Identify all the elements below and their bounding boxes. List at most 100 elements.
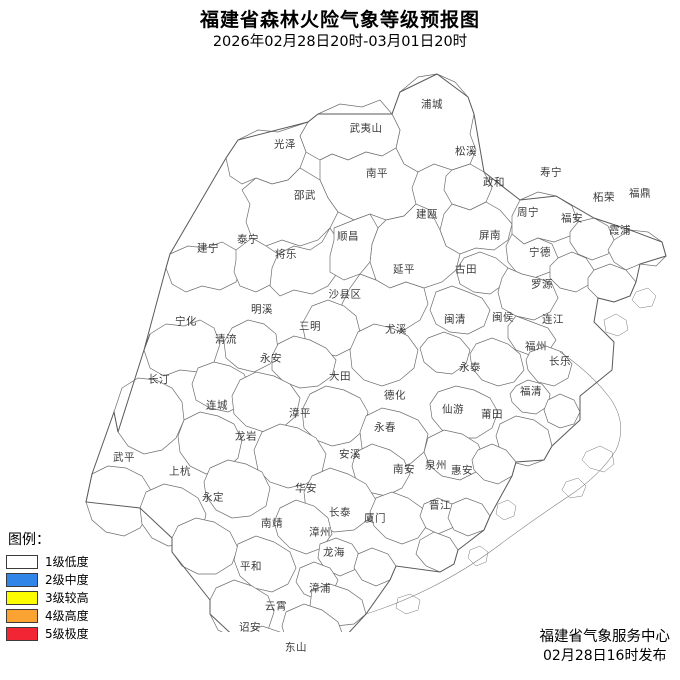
county-label: 明溪	[251, 303, 273, 316]
county-fuzhou[interactable]	[509, 379, 551, 415]
county-label: 连江	[542, 313, 564, 326]
county-lianjiang[interactable]	[525, 345, 573, 387]
county-label: 南安	[393, 463, 415, 476]
fujian-map: 浦城 武夷山 松溪 光泽 南平 政和 寿宁 柘荣 福鼎 邵武 建瓯 周宁 福安 霞浦 建宁 泰宁 将乐 顺昌 屏南宁…	[0, 52, 680, 653]
legend-label-level-3: 3级较高	[45, 590, 89, 605]
county-label: 连城	[206, 399, 228, 412]
county-sanming[interactable]	[271, 335, 337, 389]
province-outline	[85, 73, 667, 632]
county-label: 晋江	[429, 499, 451, 512]
page-title: 福建省森林火险气象等级预报图	[199, 9, 480, 31]
county-label: 惠安	[451, 464, 473, 477]
county-pingnan[interactable]	[455, 251, 509, 295]
county-fuan[interactable]	[549, 251, 595, 293]
county-label: 罗源	[531, 278, 553, 291]
county-longyan[interactable]	[203, 459, 271, 519]
map-header: 福建省森林火险气象等级预报图 2026年02月28日20时-03月01日20时	[0, 8, 680, 52]
county-label: 尤溪	[385, 323, 407, 336]
legend-item-level-2: 2级中度	[6, 571, 136, 588]
legend-label-level-5: 5级极度	[45, 626, 89, 641]
legend-item-level-4: 4级高度	[6, 607, 136, 624]
county-label: 柘荣	[593, 191, 615, 204]
county-yongding[interactable]	[171, 517, 239, 575]
county-mingxi[interactable]	[223, 319, 279, 373]
county-yongchun[interactable]	[351, 443, 411, 497]
release-time: 02月28日16时发布	[543, 648, 667, 664]
county-label: 平和	[240, 560, 262, 573]
county-label: 长泰	[329, 506, 351, 519]
county-wuping[interactable]	[85, 465, 153, 537]
legend-item-level-1: 1级低度	[6, 553, 136, 570]
coastline-detail	[365, 351, 622, 615]
county-jianning[interactable]	[165, 241, 243, 293]
county-nanan[interactable]	[369, 491, 429, 545]
county-changle[interactable]	[543, 393, 581, 429]
county-jinjiang[interactable]	[415, 531, 459, 573]
county-changting[interactable]	[113, 377, 185, 455]
county-ningde[interactable]	[497, 267, 559, 321]
county-label: 沙县区	[328, 288, 362, 301]
county-shaowu[interactable]	[241, 167, 339, 247]
county-label: 东山	[285, 641, 307, 654]
county-label: 三明	[299, 320, 321, 333]
county-label: 霞浦	[609, 224, 631, 237]
county-label: 宁化	[175, 315, 197, 328]
forecast-period-subtitle: 2026年02月28日20时-03月01日20时	[212, 34, 468, 50]
county-minqing[interactable]	[419, 331, 471, 375]
county-zhenghe[interactable]	[439, 201, 513, 255]
islet-group-f	[395, 593, 421, 615]
county-label: 政和	[483, 176, 505, 189]
county-label: 福州	[525, 340, 547, 353]
county-nanjing[interactable]	[233, 535, 297, 593]
county-gutian[interactable]	[429, 285, 491, 335]
county-label: 泰宁	[237, 233, 259, 246]
legend-swatch-level-1	[6, 554, 38, 569]
county-label: 闽侯	[492, 311, 514, 324]
legend-swatch-level-4	[6, 608, 38, 623]
islet-group-b	[631, 287, 657, 309]
county-label: 永安	[260, 352, 282, 365]
county-label: 南平	[366, 167, 388, 180]
county-zherong[interactable]	[569, 217, 615, 261]
county-label: 厦门	[364, 512, 386, 525]
county-shunchang[interactable]	[329, 213, 379, 281]
county-quanzhou[interactable]	[419, 497, 459, 535]
legend-label-level-2: 2级中度	[45, 572, 89, 587]
county-label: 诏安	[239, 621, 261, 634]
legend-swatch-level-2	[6, 572, 38, 587]
legend-label-level-4: 4级高度	[45, 608, 89, 623]
county-label: 浦城	[421, 98, 443, 111]
county-zhangpu[interactable]	[281, 603, 344, 632]
county-changtai[interactable]	[317, 537, 361, 577]
county-label: 长汀	[148, 373, 170, 386]
county-label: 武夷山	[349, 122, 383, 135]
county-label: 华安	[295, 482, 317, 495]
county-yongtai[interactable]	[429, 385, 499, 439]
county-label: 闽清	[444, 313, 466, 326]
county-label: 顺昌	[337, 230, 359, 243]
county-label: 福安	[561, 212, 583, 225]
islet-group-c	[561, 477, 587, 499]
legend-rows: 1级低度 2级中度 3级较高 4级高度 5级极度	[6, 553, 136, 642]
county-label: 泉州	[425, 459, 447, 472]
legend-swatch-level-3	[6, 590, 38, 605]
county-yunxiao[interactable]	[240, 625, 294, 632]
county-label: 云霄	[265, 600, 287, 613]
county-label: 建宁	[197, 242, 219, 255]
county-datian[interactable]	[301, 385, 369, 447]
county-label: 大田	[329, 370, 351, 383]
county-shouning[interactable]	[511, 191, 579, 245]
county-yongan[interactable]	[231, 371, 301, 433]
county-label: 龙岩	[235, 430, 257, 443]
county-minhou[interactable]	[469, 337, 525, 387]
county-label: 漳浦	[309, 582, 331, 595]
county-putian[interactable]	[471, 443, 517, 485]
county-label: 清流	[215, 333, 237, 346]
county-label: 龙海	[323, 546, 345, 559]
county-label: 福鼎	[629, 187, 651, 200]
county-label: 漳平	[289, 407, 311, 420]
county-youxi[interactable]	[349, 323, 419, 387]
county-label: 武平	[113, 451, 135, 464]
county-label: 安溪	[339, 448, 361, 461]
county-label: 漳州	[309, 526, 331, 539]
